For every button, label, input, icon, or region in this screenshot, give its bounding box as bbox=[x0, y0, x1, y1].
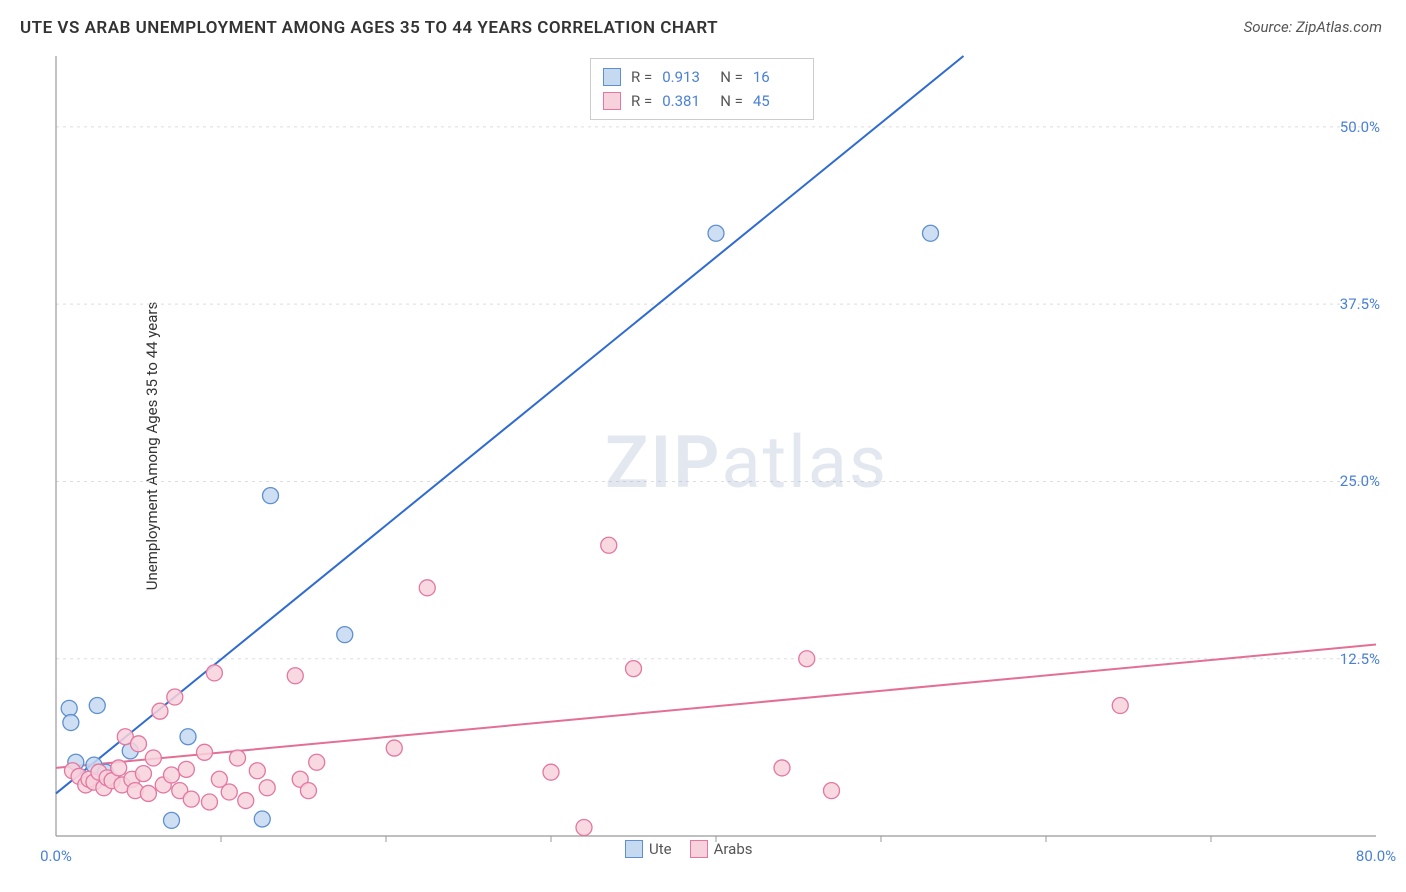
chart-title: UTE VS ARAB UNEMPLOYMENT AMONG AGES 35 T… bbox=[20, 18, 718, 38]
legend-stats-row: R = 0.913 N = 16 bbox=[603, 65, 801, 89]
y-tick-label: 50.0% bbox=[1340, 118, 1380, 136]
legend-swatch bbox=[690, 840, 708, 858]
legend-r-value: 0.381 bbox=[662, 92, 710, 110]
legend-swatch bbox=[625, 840, 643, 858]
legend-n-value: 45 bbox=[753, 92, 801, 110]
legend-stats-row: R = 0.381 N = 45 bbox=[603, 89, 801, 113]
chart-container: UTE VS ARAB UNEMPLOYMENT AMONG AGES 35 T… bbox=[0, 0, 1406, 892]
legend-series-label: Arabs bbox=[714, 840, 753, 858]
x-tick-label: 80.0% bbox=[1356, 847, 1396, 865]
legend-series-item: Ute bbox=[625, 840, 672, 858]
y-tick-label: 12.5% bbox=[1340, 650, 1380, 668]
scatter-svg bbox=[50, 50, 1390, 865]
legend-stats: R = 0.913 N = 16 R = 0.381 N = 45 bbox=[590, 58, 814, 120]
legend-series-label: Ute bbox=[649, 840, 672, 858]
legend-swatch bbox=[603, 92, 621, 110]
y-tick-label: 37.5% bbox=[1340, 295, 1380, 313]
legend-series: Ute Arabs bbox=[625, 840, 753, 858]
legend-r-value: 0.913 bbox=[662, 68, 710, 86]
legend-series-item: Arabs bbox=[690, 840, 753, 858]
y-tick-label: 25.0% bbox=[1340, 472, 1380, 490]
legend-n-label: N = bbox=[720, 68, 743, 86]
plot-area: ZIPatlas R =0.913N =16R =0.381N =45 UteA… bbox=[50, 50, 1390, 865]
legend-swatch bbox=[603, 68, 621, 86]
legend-n-label: N = bbox=[720, 92, 743, 110]
source-label: Source: ZipAtlas.com bbox=[1244, 18, 1382, 36]
x-tick-label: 0.0% bbox=[40, 847, 72, 865]
legend-r-label: R = bbox=[631, 92, 652, 110]
legend-r-label: R = bbox=[631, 68, 652, 86]
legend-n-value: 16 bbox=[753, 68, 801, 86]
